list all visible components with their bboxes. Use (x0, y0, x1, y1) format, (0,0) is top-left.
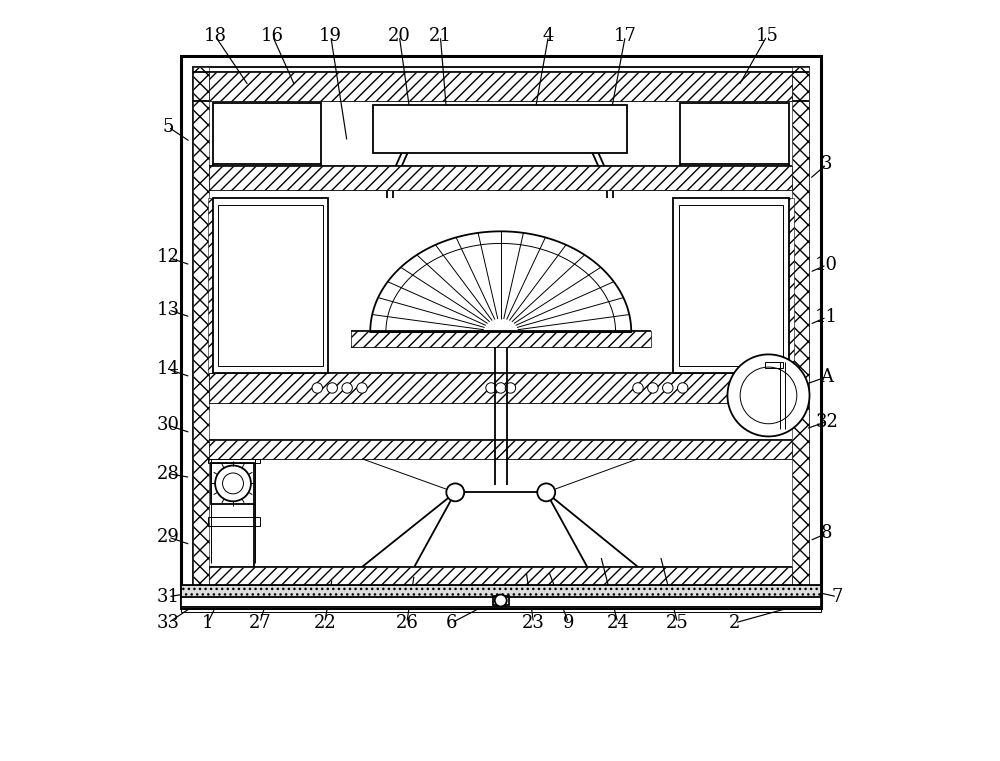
Circle shape (215, 466, 251, 501)
Bar (576, 330, 617, 339)
Text: 24: 24 (606, 614, 629, 632)
Bar (673, 198, 789, 373)
Text: 33: 33 (157, 614, 180, 632)
Text: 8: 8 (821, 524, 832, 543)
Text: 18: 18 (204, 27, 227, 45)
Bar (209, 72, 792, 100)
Bar (181, 597, 821, 608)
Text: 10: 10 (815, 256, 838, 274)
Circle shape (496, 383, 506, 393)
Circle shape (342, 383, 352, 393)
Bar (384, 330, 425, 339)
Bar (213, 103, 321, 164)
Circle shape (763, 376, 777, 391)
Circle shape (312, 383, 323, 393)
Text: 21: 21 (429, 27, 452, 45)
Circle shape (357, 383, 367, 393)
Text: 12: 12 (157, 248, 180, 266)
Bar (218, 205, 323, 365)
Bar (193, 67, 809, 598)
Text: 31: 31 (157, 587, 180, 606)
Text: 26: 26 (395, 614, 418, 632)
Bar (193, 67, 209, 598)
Circle shape (740, 367, 797, 424)
Circle shape (648, 383, 658, 393)
Circle shape (223, 473, 243, 494)
Text: 22: 22 (313, 614, 336, 632)
Text: 6: 6 (446, 614, 457, 632)
Text: 17: 17 (614, 27, 637, 45)
Text: 28: 28 (157, 465, 180, 482)
Bar (714, 377, 744, 390)
Text: 2: 2 (729, 614, 741, 632)
Text: 9: 9 (563, 614, 574, 632)
Bar (209, 167, 792, 190)
Bar (181, 585, 821, 598)
Circle shape (446, 483, 464, 501)
Bar (208, 459, 260, 463)
Bar (181, 606, 821, 612)
Text: 15: 15 (756, 27, 778, 45)
Bar (258, 377, 287, 390)
Circle shape (237, 376, 252, 391)
Text: 30: 30 (157, 416, 180, 435)
Bar (181, 56, 821, 608)
Circle shape (663, 383, 673, 393)
Text: 5: 5 (162, 118, 174, 136)
Text: 19: 19 (319, 27, 342, 45)
Bar (209, 373, 792, 403)
Text: A: A (820, 368, 833, 386)
Bar (680, 103, 789, 164)
Circle shape (537, 483, 555, 501)
Text: 27: 27 (248, 614, 271, 632)
Bar (209, 567, 792, 586)
Text: 14: 14 (157, 360, 180, 378)
Circle shape (677, 383, 688, 393)
Text: 29: 29 (157, 528, 180, 546)
Circle shape (327, 383, 337, 393)
Bar (493, 596, 509, 605)
Text: 13: 13 (157, 301, 180, 319)
Bar (208, 517, 260, 526)
Bar (213, 198, 328, 373)
Text: 11: 11 (815, 308, 838, 326)
Text: 16: 16 (261, 27, 284, 45)
Circle shape (495, 594, 507, 607)
Bar (211, 463, 254, 504)
Text: 4: 4 (543, 27, 554, 45)
Circle shape (505, 383, 516, 393)
Text: 20: 20 (388, 27, 411, 45)
Bar (373, 104, 627, 153)
Bar (765, 361, 783, 368)
Bar (209, 440, 792, 459)
Bar (181, 585, 821, 598)
Circle shape (749, 376, 764, 391)
Circle shape (223, 376, 237, 391)
Text: 25: 25 (666, 614, 689, 632)
Bar (785, 198, 794, 373)
Circle shape (486, 383, 496, 393)
Bar (208, 198, 217, 373)
Text: 3: 3 (821, 155, 832, 174)
Circle shape (727, 355, 809, 437)
Text: 23: 23 (522, 614, 545, 632)
Bar (792, 67, 809, 598)
Circle shape (633, 383, 643, 393)
Bar (679, 205, 783, 365)
Text: 32: 32 (815, 412, 838, 431)
Text: 7: 7 (831, 587, 843, 606)
Bar (351, 330, 651, 347)
Text: 1: 1 (202, 614, 213, 632)
